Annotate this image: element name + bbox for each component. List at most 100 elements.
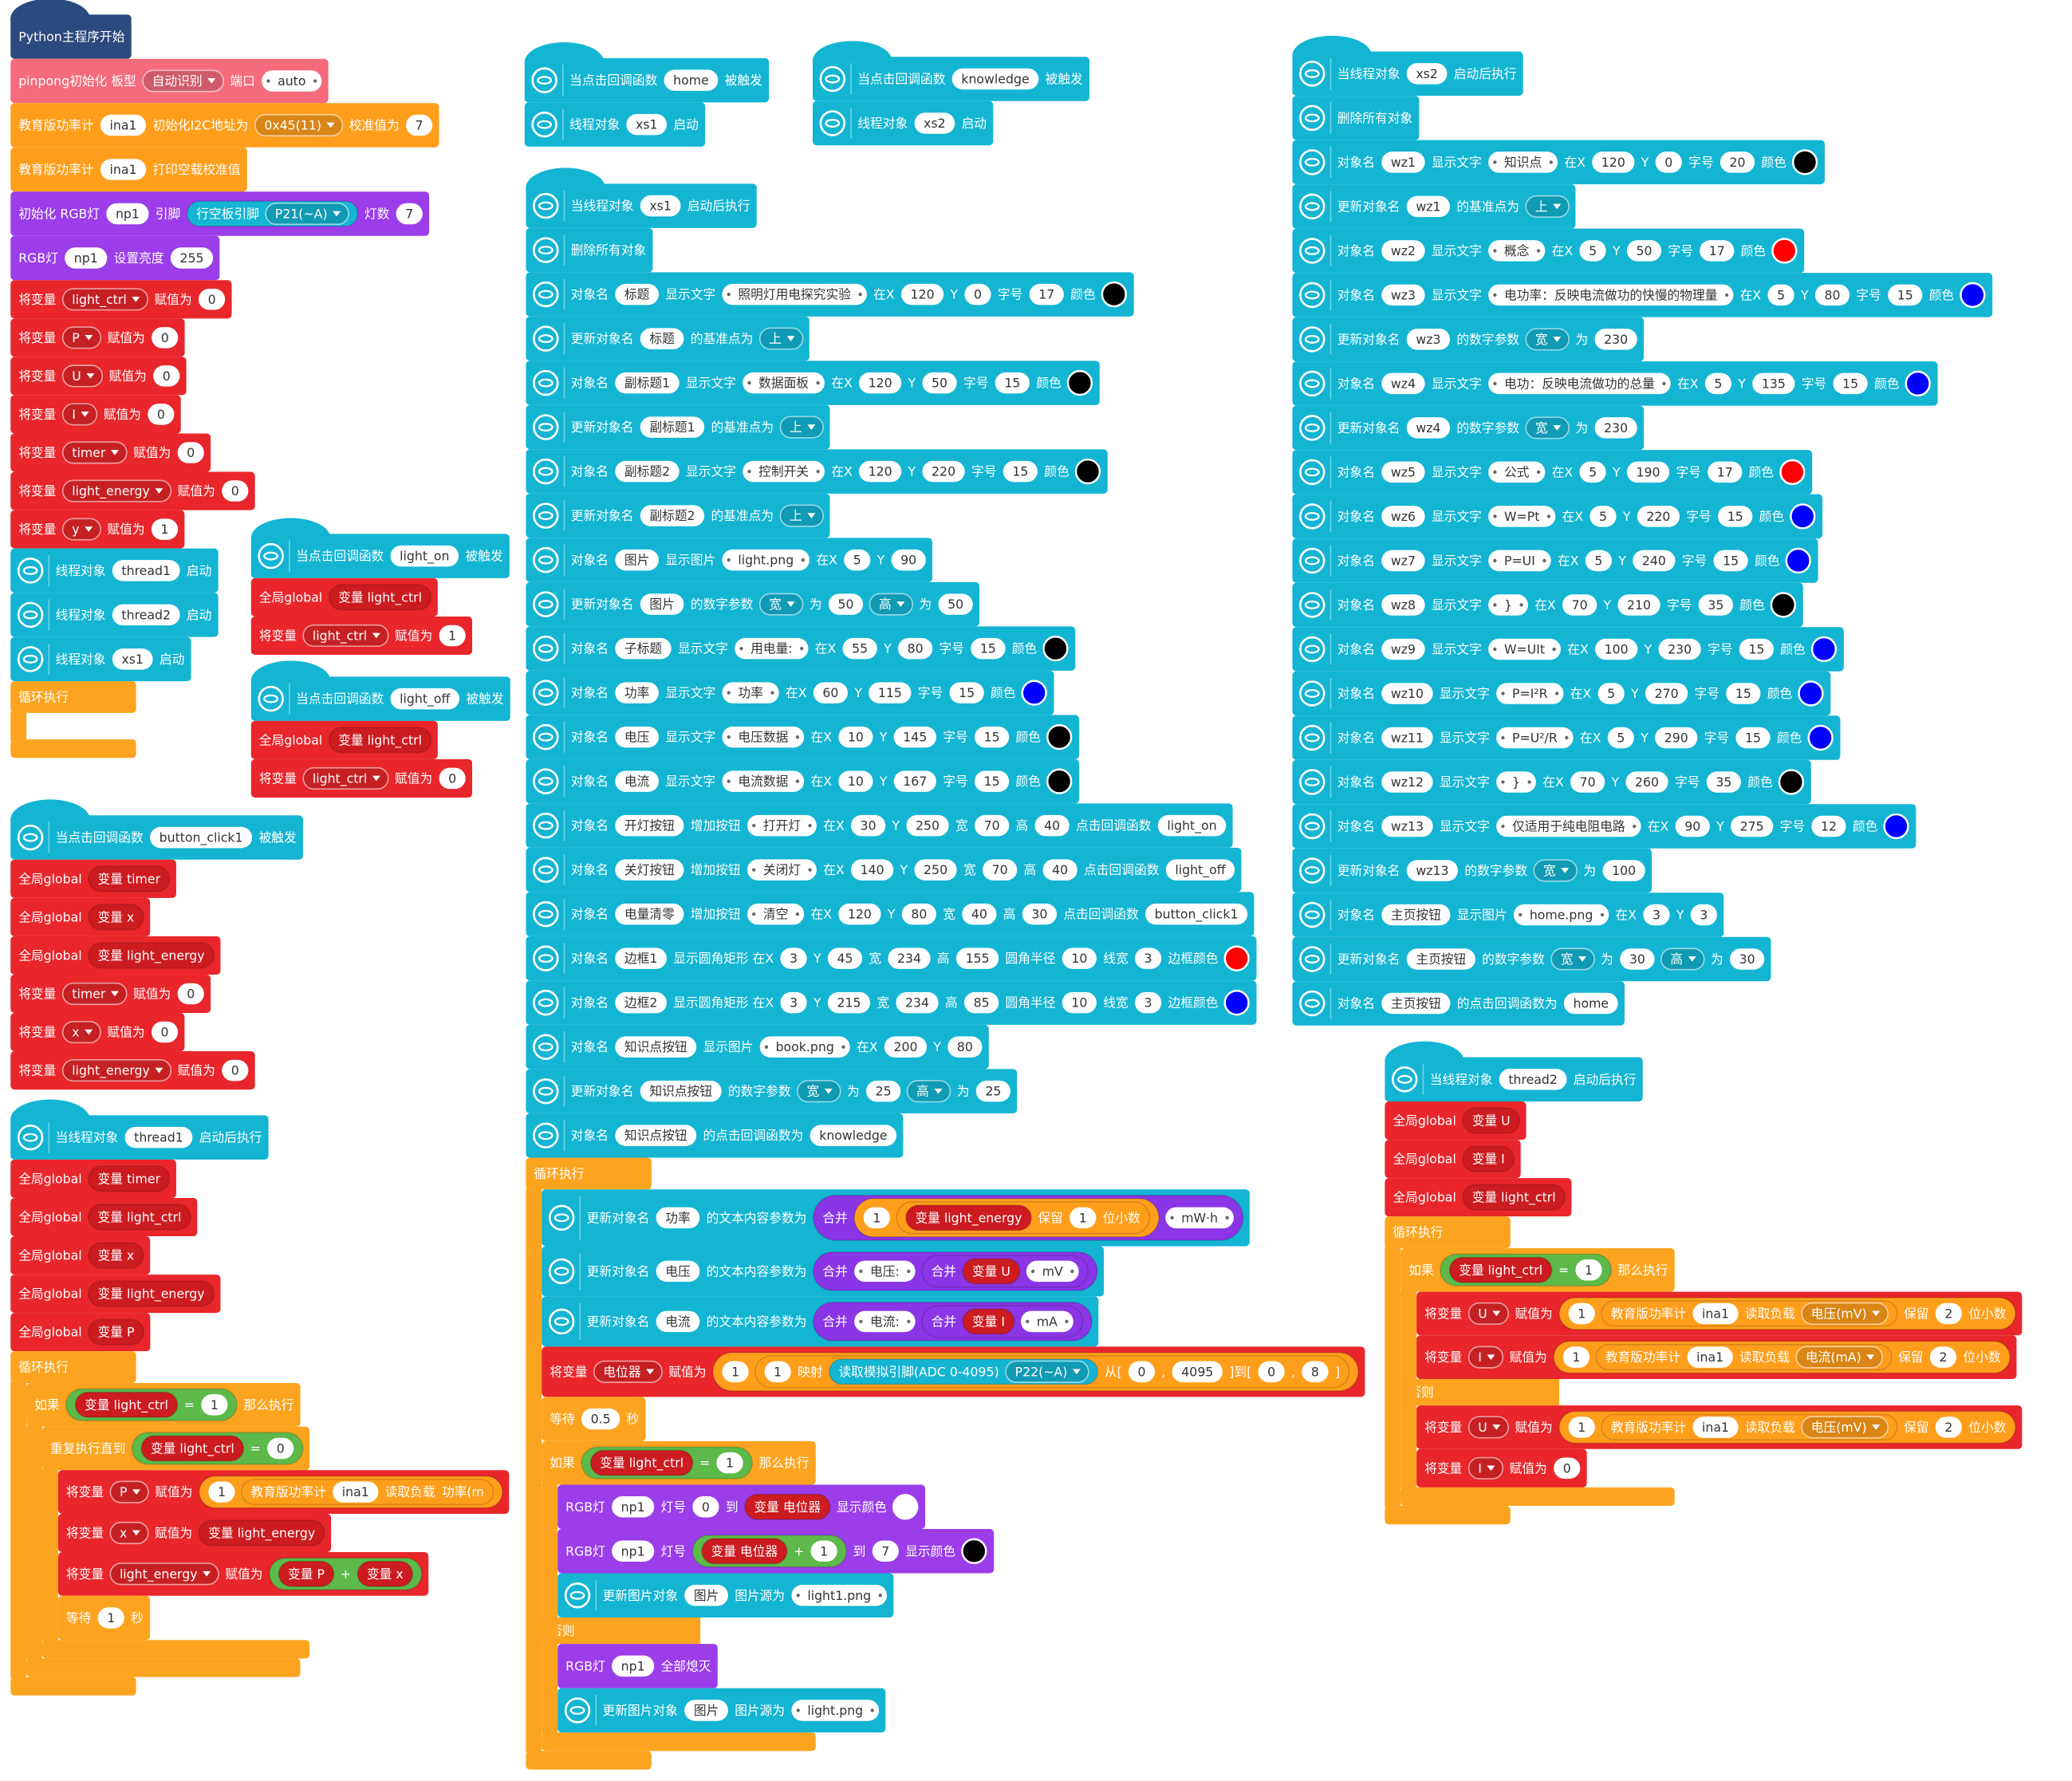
block: 将变量 light_ctrl 赋值为 1 bbox=[250, 616, 473, 655]
field-text: 边框1 bbox=[624, 951, 657, 966]
block-icon-inner bbox=[263, 694, 279, 703]
quote-dot bbox=[816, 380, 820, 385]
input-field bbox=[1719, 152, 1755, 173]
block-label: 的点击回调函数为 bbox=[703, 1128, 803, 1143]
input-field bbox=[1700, 240, 1735, 262]
block-label: 显示文字 bbox=[665, 730, 715, 745]
field-text: wz13 bbox=[1391, 818, 1424, 833]
input-field bbox=[1496, 727, 1574, 749]
field-text: 电流: bbox=[870, 1314, 900, 1329]
block-label: 赋值为 bbox=[108, 330, 145, 345]
dropdown-field bbox=[61, 1059, 172, 1082]
input-field bbox=[1575, 1259, 1602, 1281]
input-field bbox=[906, 814, 949, 837]
field-text: W=Pt bbox=[1504, 509, 1539, 524]
field-text: 5 bbox=[1777, 287, 1785, 302]
quote-dot bbox=[1549, 160, 1553, 164]
input-field bbox=[1739, 638, 1775, 660]
block-icon-inner bbox=[553, 1213, 569, 1223]
dropdown-arrow bbox=[85, 1029, 93, 1035]
reporter bbox=[589, 1449, 694, 1476]
block-label: 变量 x bbox=[367, 1566, 404, 1582]
field-text: 功率 bbox=[624, 685, 649, 700]
field-text: 55 bbox=[852, 641, 868, 656]
block-icon bbox=[533, 546, 559, 573]
block-label: 的文本内容参数为 bbox=[707, 1314, 807, 1329]
block: 对象名 知识点按钮 显示图片 book.png 在X 200 Y 80 bbox=[526, 1024, 989, 1070]
block-label: 字号 bbox=[1704, 730, 1729, 745]
block-label: 为 bbox=[1575, 420, 1588, 435]
block-label: 读取负载 bbox=[1745, 1420, 1795, 1435]
color-swatch bbox=[1066, 369, 1093, 396]
block-label: 高 bbox=[1016, 818, 1029, 833]
block-label: 为 bbox=[1575, 332, 1588, 347]
block-label: 显示文字 bbox=[1432, 155, 1482, 170]
block-icon-inner bbox=[1304, 379, 1320, 388]
block: 对象名 边框2 显示圆角矩形 在X 3 Y 215 宽 234 高 85 圆角半径 10 线宽 3 边框颜色 bbox=[526, 980, 1257, 1025]
input-field bbox=[1568, 1302, 1595, 1325]
block-body bbox=[10, 433, 211, 472]
quote-dot bbox=[907, 1269, 911, 1274]
block-body bbox=[526, 227, 653, 273]
field-text: 10 bbox=[1071, 951, 1087, 966]
field-text: 1 bbox=[1578, 1420, 1586, 1435]
field-text: np1 bbox=[621, 1499, 645, 1515]
block-label: 显示圆角矩形 在X bbox=[673, 951, 774, 966]
field-text: 3 bbox=[790, 995, 798, 1011]
input-field bbox=[664, 69, 719, 91]
input-field bbox=[615, 637, 672, 660]
block-body bbox=[10, 14, 132, 59]
quote-dot bbox=[1493, 514, 1497, 518]
block: 将变量 timer 赋值为 0 bbox=[10, 433, 211, 472]
dropdown-arrow bbox=[372, 632, 380, 639]
input-field bbox=[150, 826, 253, 849]
input-field bbox=[1935, 1302, 1962, 1325]
block-label: 教育版功率计 bbox=[1611, 1420, 1687, 1435]
input-field bbox=[1568, 1417, 1595, 1438]
field-text: home bbox=[673, 73, 709, 88]
field-text: 电量清零 bbox=[624, 907, 675, 922]
dropdown-field bbox=[61, 518, 101, 541]
dropdown-field bbox=[1467, 1416, 1510, 1439]
block: 将变量 电位器 赋值为 1 1 映射 读取模拟引脚(ADC 0-4095) P22(~A) 从[… bbox=[542, 1346, 1365, 1397]
input-field bbox=[1165, 859, 1235, 881]
block-label: 秒 bbox=[627, 1412, 640, 1427]
input-field bbox=[692, 1496, 719, 1518]
block-label: 读取模拟引脚(ADC 0-4095) bbox=[838, 1364, 999, 1379]
field-text: 图片 bbox=[694, 1588, 719, 1603]
input-field bbox=[1381, 284, 1425, 306]
input-field bbox=[1029, 283, 1064, 305]
input-field bbox=[914, 112, 955, 134]
input-field bbox=[1499, 1069, 1567, 1090]
field-text: 17 bbox=[1717, 464, 1733, 479]
block: 当线程对象 xs1 启动后执行 bbox=[526, 167, 757, 228]
block-label: 更新对象名 bbox=[571, 420, 634, 435]
quote-dot bbox=[1633, 824, 1637, 829]
block-label: 显示文字 bbox=[1432, 464, 1482, 479]
block-body bbox=[526, 892, 1255, 936]
block-body bbox=[812, 100, 994, 146]
input-field bbox=[951, 68, 1039, 90]
field-text: 120 bbox=[869, 464, 892, 479]
input-field bbox=[1172, 1361, 1223, 1383]
block-label: 颜色 bbox=[1777, 730, 1802, 745]
input-field bbox=[1042, 859, 1077, 881]
quote-dot bbox=[795, 912, 800, 916]
block-label: 赋值为 bbox=[154, 292, 191, 307]
block-label: 将变量 bbox=[1424, 1420, 1462, 1435]
block: 对象名 wz12 显示文字} 在X 70 Y 260 字号 35 颜色 bbox=[1292, 759, 1811, 805]
field-text: 190 bbox=[1636, 464, 1660, 479]
block-label: 线程对象 bbox=[56, 652, 106, 667]
field-text: 仅适用于纯电阻电路 bbox=[1512, 818, 1625, 833]
block-label: 显示文字 bbox=[1432, 597, 1482, 613]
input-field bbox=[390, 688, 459, 710]
input-field bbox=[1488, 240, 1546, 262]
block-label: Y bbox=[932, 1039, 941, 1054]
block: 重复执行直到 变量 light_ctrl = 0 bbox=[42, 1426, 310, 1659]
block: 当线程对象 xs2 启动后执行 bbox=[1292, 35, 1523, 97]
color-swatch bbox=[1790, 503, 1816, 530]
block-label: 高 bbox=[945, 995, 958, 1011]
field-text: 开灯按钮 bbox=[624, 818, 675, 833]
input-field bbox=[1929, 1346, 1957, 1368]
dropdown-field bbox=[1467, 1456, 1504, 1480]
